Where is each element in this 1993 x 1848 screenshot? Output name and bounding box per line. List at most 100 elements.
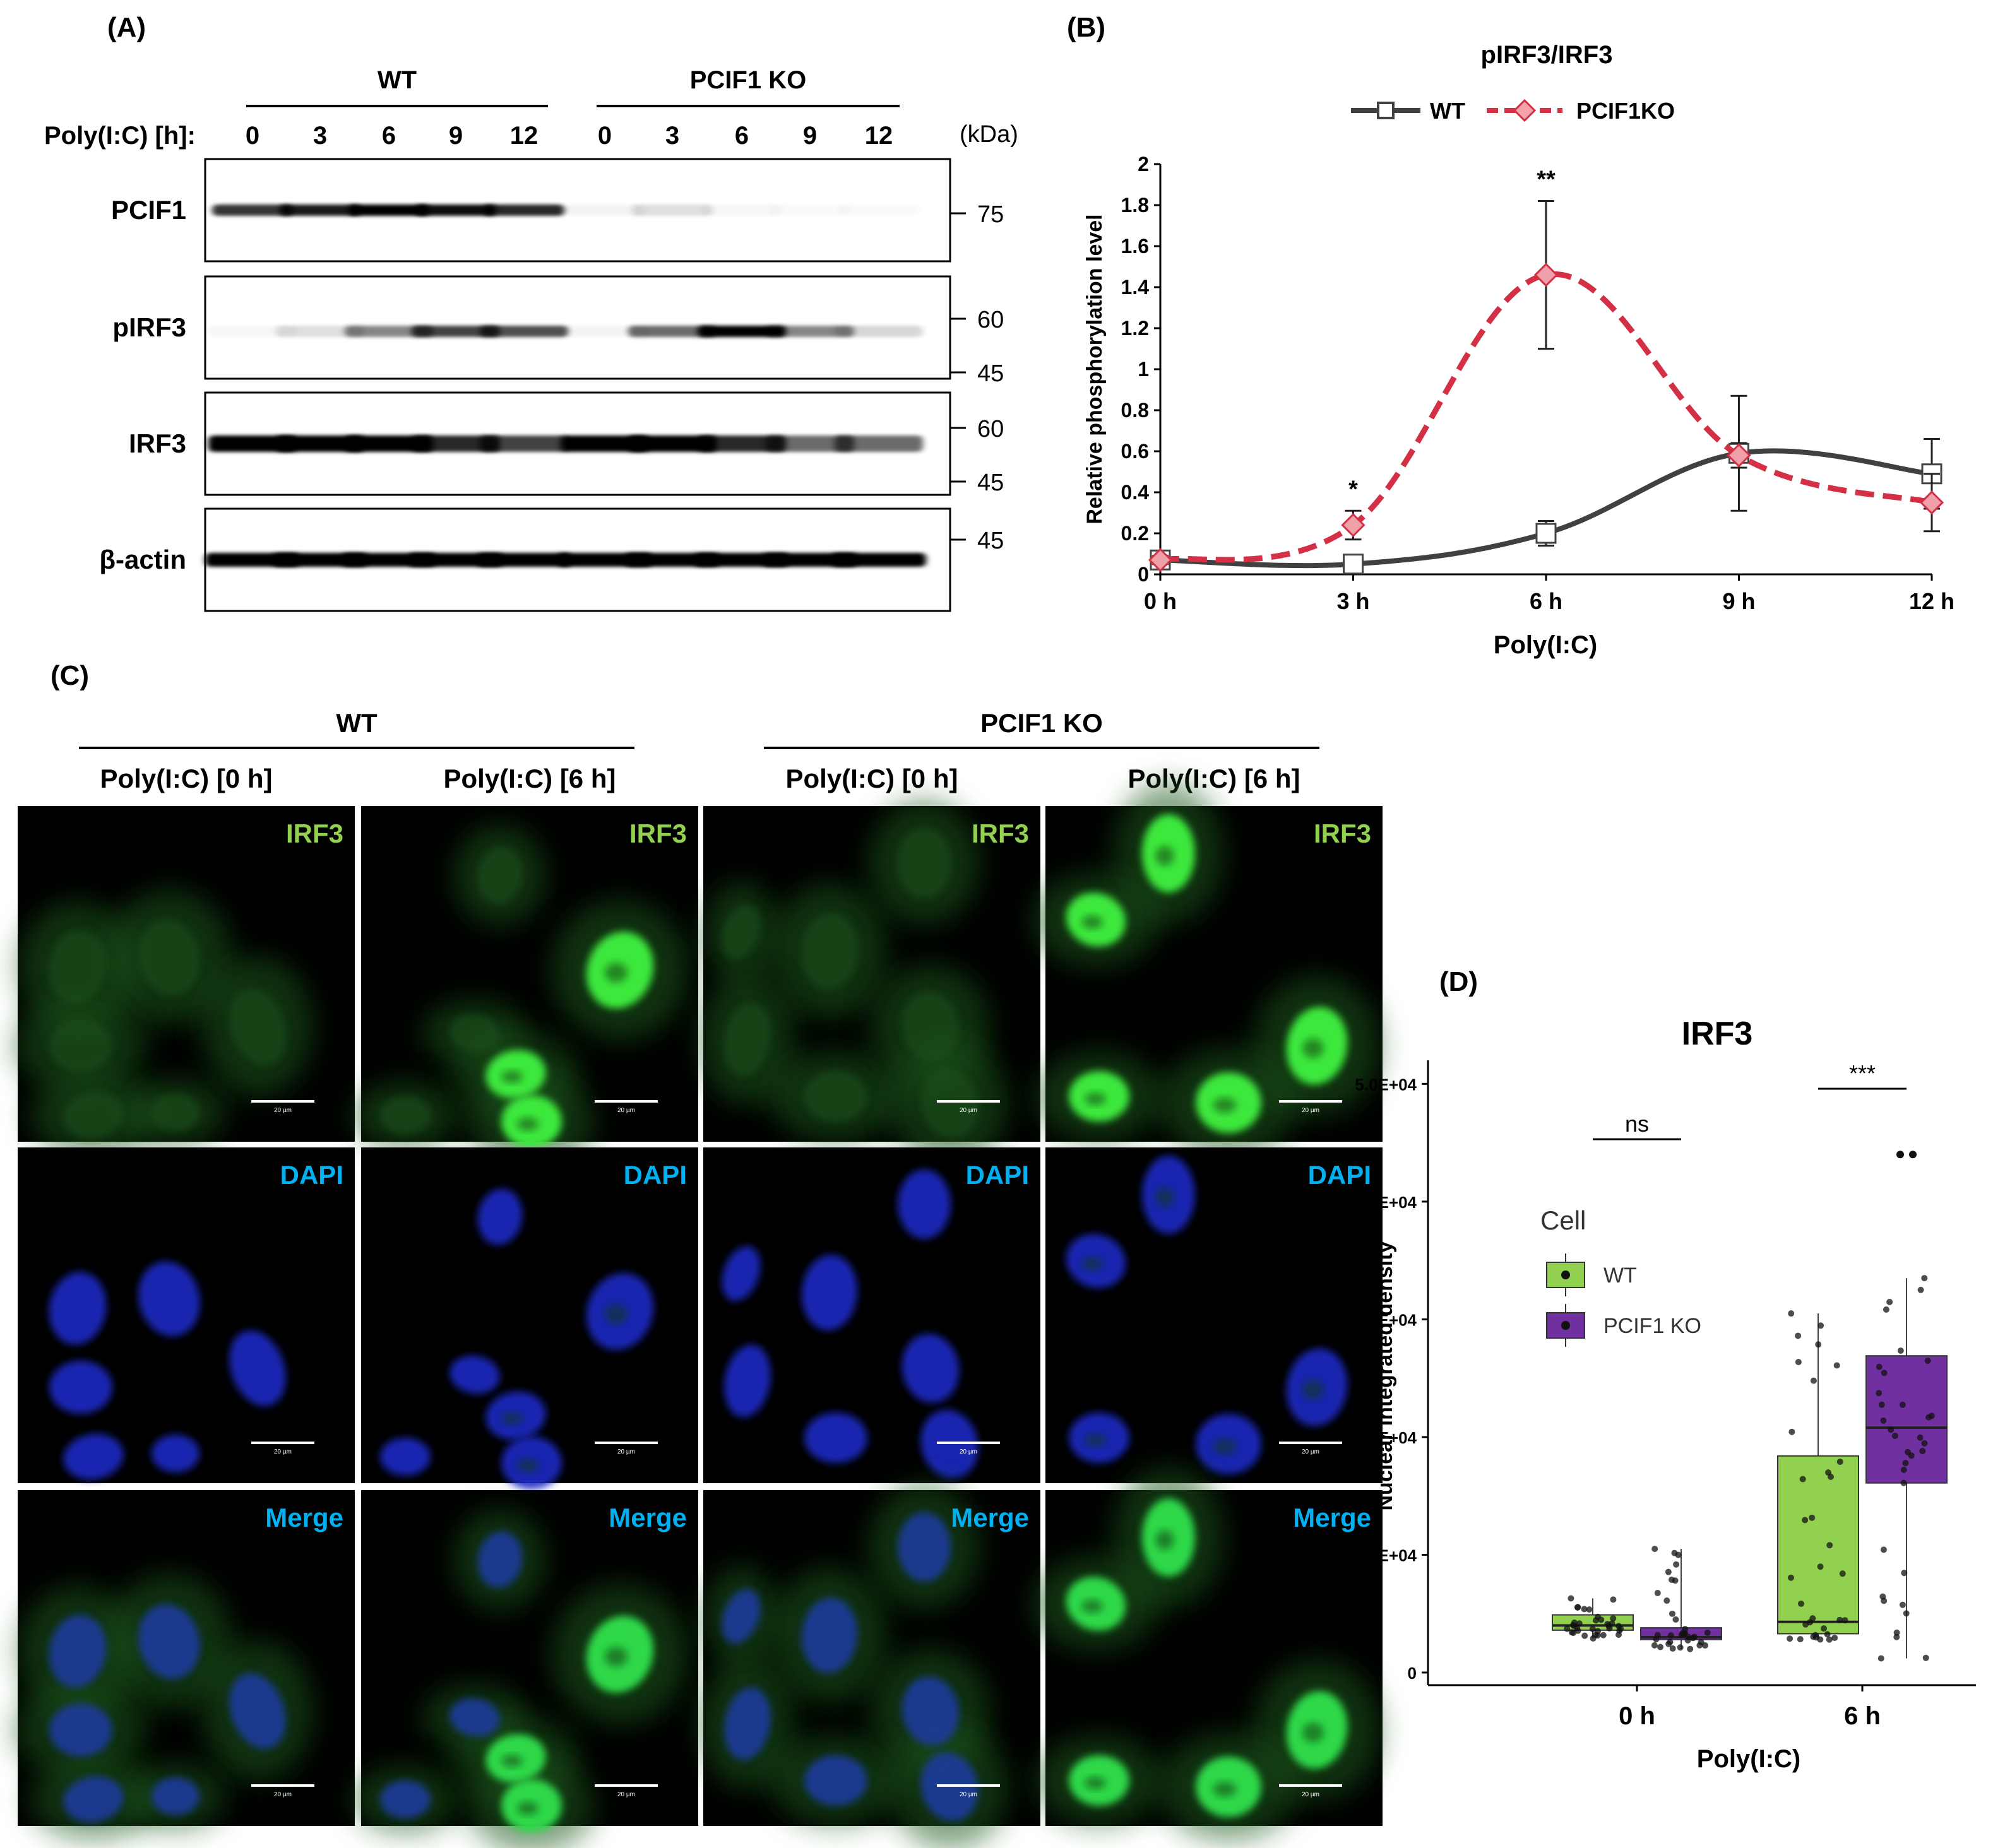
data-point	[1810, 1377, 1817, 1384]
scale-bar-label: 20 µm	[617, 1448, 635, 1455]
data-point	[1924, 1358, 1931, 1365]
box-chart-y-label: Nuclear integrated density	[1373, 1241, 1397, 1510]
blot-band	[412, 326, 500, 337]
blot-band	[561, 435, 649, 452]
blot-band	[345, 326, 433, 337]
micrograph: Merge 20 µm	[1032, 1467, 1383, 1842]
box-wt-1	[1777, 1310, 1859, 1643]
scale-bar-label: 20 µm	[1302, 1107, 1319, 1114]
scale-bar-label: 20 µm	[617, 1107, 635, 1114]
nucleolus	[1081, 1257, 1103, 1270]
blot-band	[628, 326, 717, 337]
significance-label: ns	[1625, 1111, 1649, 1137]
y-tick-label: 1.2	[1121, 317, 1149, 340]
marker-label: 45	[977, 360, 1004, 387]
channel-label: DAPI	[280, 1160, 343, 1190]
outlier-point	[1909, 1151, 1917, 1159]
blot-band	[484, 204, 564, 216]
panel-d-label: (D)	[1439, 966, 1478, 997]
data-point	[1815, 1341, 1822, 1348]
data-point	[1606, 1625, 1613, 1632]
nucleus	[449, 1698, 500, 1737]
data-point	[1881, 1370, 1888, 1377]
legend-entry-label: PCIF1 KO	[1603, 1314, 1701, 1338]
nucleus	[722, 904, 761, 960]
data-point	[1684, 1637, 1691, 1644]
data-point	[1917, 1434, 1924, 1441]
y-tick-label: 0.6	[1121, 440, 1149, 463]
scale-bar-label: 20 µm	[274, 1791, 292, 1798]
y-tick-label: 4.0E+04	[1355, 1193, 1417, 1212]
blot-band	[348, 204, 429, 216]
box-chart-title: IRF3	[1682, 1016, 1753, 1052]
nucleolus	[1213, 1782, 1237, 1797]
blot-name: pIRF3	[112, 312, 186, 342]
y-tick-label: 1.4	[1121, 276, 1150, 299]
legend-wt-marker	[1377, 102, 1395, 119]
legend-title: Cell	[1540, 1205, 1586, 1235]
y-tick-label: 0.2	[1121, 522, 1149, 545]
marker-label: 60	[977, 307, 1004, 333]
nucleus	[898, 828, 951, 897]
lane-label: 12	[865, 122, 893, 150]
marker-label: 45	[977, 528, 1004, 554]
point-marker	[1535, 523, 1557, 544]
nucleus	[49, 1361, 112, 1414]
box-ko-0	[1640, 1546, 1722, 1652]
lane-label: 6	[382, 122, 396, 150]
line-chart-y-ticks: 0 0.2 0.4 0.6 0.8 1 1.2 1.4 1.6 1.8 2	[1121, 153, 1160, 586]
data-point	[1901, 1570, 1908, 1577]
marker-label: 45	[977, 470, 1004, 496]
data-point	[1917, 1286, 1924, 1293]
nucleus	[804, 1755, 867, 1806]
nucleus	[477, 847, 523, 904]
data-point	[1689, 1635, 1696, 1642]
micrograph-background	[703, 1147, 1040, 1483]
data-point	[1568, 1629, 1575, 1636]
lane-label: 0	[246, 122, 259, 150]
data-point	[1594, 1613, 1601, 1620]
channel-label: IRF3	[972, 819, 1029, 848]
scale-bar-label: 20 µm	[960, 1448, 977, 1455]
legend-entries: WT PCIF1 KO	[1546, 1253, 1701, 1347]
nucleus	[152, 1093, 199, 1131]
data-point	[1594, 1632, 1601, 1639]
nucleolus	[1085, 1434, 1106, 1447]
nucleolus	[1155, 1187, 1174, 1207]
box-chart-y-ticks: 0 1.0E+04 2.0E+04 3.0E+04 4.0E+04 5.0E+04	[1355, 1075, 1428, 1683]
lane-label: 9	[803, 122, 817, 150]
blot-band	[208, 435, 297, 452]
nucleus	[49, 930, 107, 1004]
blot-band	[835, 435, 923, 452]
nucleolus	[1081, 915, 1103, 929]
nucleus	[49, 1614, 107, 1688]
series-wt	[1150, 394, 1942, 575]
nucleus	[229, 1673, 286, 1750]
nucleolus	[1213, 1439, 1237, 1454]
y-tick-label: 1.6	[1121, 235, 1149, 258]
data-point	[1876, 1363, 1883, 1370]
x-tick-label: 9 h	[1722, 588, 1755, 614]
data-point	[1799, 1476, 1806, 1483]
blot-band	[835, 326, 923, 337]
box-chart-boxes	[1552, 1151, 1948, 1662]
data-point	[1900, 1466, 1907, 1473]
nucleolus	[1302, 1722, 1324, 1743]
legend-ko-marker	[1513, 98, 1537, 122]
blot-band	[766, 326, 854, 337]
y-tick-label: 0.4	[1121, 481, 1150, 504]
lane-label: 3	[665, 122, 679, 150]
y-tick-label: 0.8	[1121, 399, 1149, 422]
data-point	[1787, 1574, 1794, 1581]
point-marker	[1341, 512, 1365, 538]
panel-b-label: (B)	[1067, 12, 1105, 43]
data-point	[1687, 1645, 1694, 1652]
x-tick-label: 0 h	[1144, 588, 1177, 614]
data-point	[1888, 1426, 1895, 1433]
data-point	[1574, 1604, 1581, 1611]
micrograph: IRF3 20 µm	[699, 800, 1040, 1165]
data-point	[1568, 1595, 1574, 1602]
data-point	[1586, 1606, 1593, 1613]
blot-row: pIRF3 60 45	[112, 275, 1004, 387]
legend-key-dot	[1561, 1270, 1570, 1279]
